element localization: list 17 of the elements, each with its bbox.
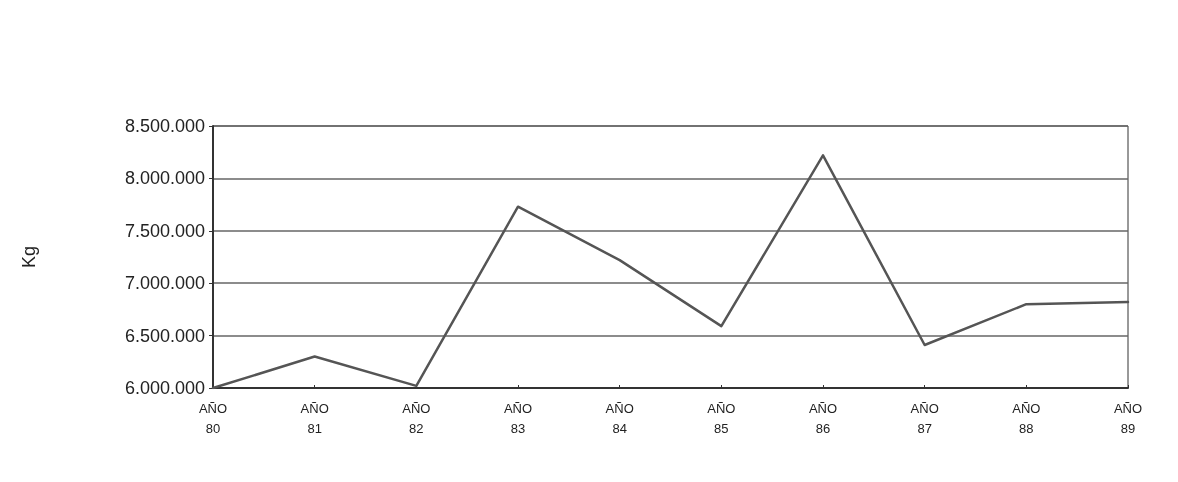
x-tick-label: AÑO 83: [503, 400, 533, 436]
x-tick-label: AÑO 89: [1113, 400, 1143, 436]
x-tick-label: AÑO 80: [198, 400, 228, 436]
x-tick-label: AÑO 84: [605, 400, 634, 436]
x-tick-label: AÑO 86: [808, 400, 838, 436]
y-tick-label: 6.000.000: [124, 378, 205, 398]
y-tick-label: 8.000.000: [124, 168, 205, 189]
y-axis-title: Kg: [19, 245, 39, 269]
x-tick-label: AÑO 88: [1012, 400, 1041, 436]
y-tick-label: 8.500.000: [124, 116, 205, 136]
y-tick-label: 6.500.000: [124, 325, 205, 346]
x-tick-label: AÑO 82: [402, 400, 431, 436]
x-tick-label: AÑO 87: [910, 400, 939, 436]
y-tick-label: 7.000.000: [124, 273, 205, 294]
y-tick-label: 7.500.000: [124, 220, 205, 241]
x-tick-label: AÑO 85: [707, 400, 736, 436]
x-tick-label: AÑO 81: [300, 400, 329, 436]
